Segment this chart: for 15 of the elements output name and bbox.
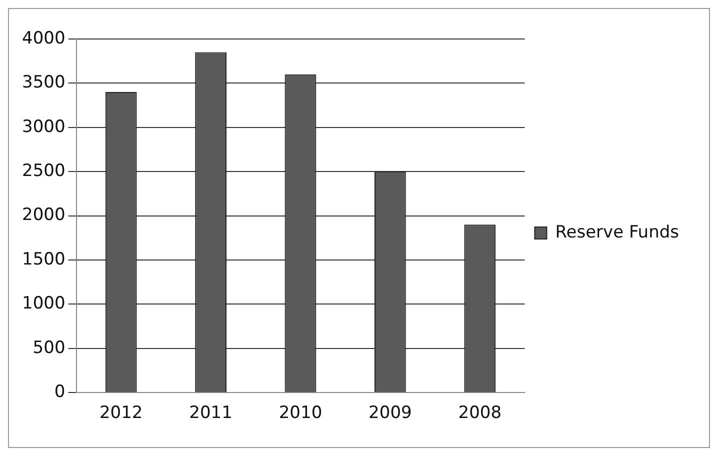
y-tick-label: 2000 [22, 205, 66, 226]
x-tick-label: 2009 [368, 403, 412, 424]
y-tick-label: 4000 [22, 28, 66, 48]
y-tick-label: 3500 [22, 72, 66, 93]
x-tick-label: 2008 [458, 403, 502, 424]
y-tick-label: 1000 [22, 294, 66, 314]
x-tick-label: 2012 [99, 403, 143, 424]
y-tick-label: 2500 [22, 161, 66, 182]
legend-label: Reserve Funds [555, 222, 680, 242]
x-tick-label: 2010 [278, 403, 322, 424]
x-tick-label: 2011 [189, 403, 232, 424]
y-tick-label: 3000 [22, 116, 66, 137]
y-tick-label: 0 [54, 382, 66, 402]
y-tick-label: 500 [32, 338, 66, 358]
y-tick-label: 1500 [22, 249, 66, 270]
